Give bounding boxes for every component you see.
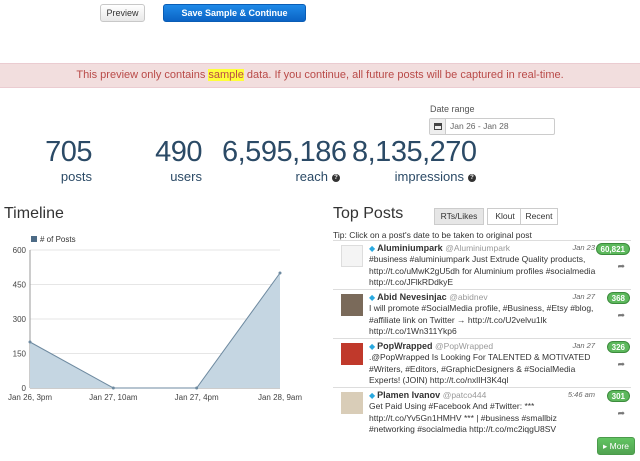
alert-suffix: data. If you continue, all future posts … — [243, 69, 564, 81]
engagement-badge: 326 — [606, 341, 630, 353]
x-tick-label: Jan 27, 4pm — [175, 393, 219, 402]
post-handle[interactable]: @PopWrapped — [435, 341, 494, 351]
help-icon[interactable]: ? — [332, 173, 340, 182]
top-toolbar: Preview Save Sample & Continue Tracking — [0, 0, 640, 34]
post-author[interactable]: Abid Nevesinjac — [377, 292, 447, 302]
y-tick-label: 600 — [13, 246, 27, 255]
stat-impressions-value: 8,135,270 — [352, 136, 477, 168]
tab-recent[interactable]: Recent — [520, 208, 558, 225]
stat-users-value: 490 — [155, 136, 202, 168]
timeline-title: Timeline — [4, 205, 64, 222]
post-author[interactable]: Plamen Ivanov — [377, 390, 441, 400]
date-range-input[interactable]: Jan 26 - Jan 28 — [429, 118, 555, 135]
tab-klout[interactable]: Klout — [487, 208, 523, 225]
post-text: #business #aluminiumpark Just Extrude Qu… — [369, 254, 596, 287]
area-fill — [30, 273, 280, 388]
stat-users: 490 users — [130, 136, 202, 184]
post-item: ◆ Plamen Ivanov @patco444 5:46 am Get Pai… — [333, 387, 631, 436]
post-author[interactable]: Aluminiumpark — [377, 243, 443, 253]
post-item: ◆ Aluminiumpark @Aluminiumpark Jan 23 #bu… — [333, 240, 631, 290]
stat-reach: 6,595,186 reach? — [222, 136, 347, 184]
help-icon[interactable]: ? — [468, 173, 476, 182]
post-date[interactable]: Jan 27 — [572, 341, 595, 350]
post-handle[interactable]: @Aluminiumpark — [445, 243, 511, 253]
stat-posts-label: posts — [60, 169, 92, 184]
timeline-chart: 0 150 300 450 600 Jan 26, 3pm Jan 27, 10am Jan … — [8, 235, 302, 402]
post-item: ◆ PopWrapped @PopWrapped Jan 27 .@PopWrap… — [333, 338, 631, 387]
avatar[interactable] — [341, 294, 363, 316]
engagement-badge: 301 — [606, 390, 630, 402]
legend-swatch — [31, 236, 37, 242]
post-handle[interactable]: @abidnev — [449, 292, 488, 302]
y-tick-label: 150 — [13, 350, 27, 359]
tab-rts-likes[interactable]: RTs/Likes — [434, 208, 484, 225]
stat-reach-value: 6,595,186 — [222, 136, 347, 168]
post-text: .@PopWrapped Is Looking For TALENTED & M… — [369, 352, 591, 385]
stat-reach-label: reach — [295, 169, 328, 184]
share-icon[interactable]: ➦ — [617, 408, 625, 418]
x-tick-label: Jan 27, 10am — [89, 393, 138, 402]
post-text: Get Paid Using #Facebook And #Twitter: *… — [369, 401, 557, 434]
stat-users-label: users — [170, 169, 202, 184]
post-handle[interactable]: @patco444 — [442, 390, 487, 400]
post-date[interactable]: 5:46 am — [567, 390, 595, 399]
x-tick-label: Jan 26, 3pm — [8, 393, 52, 402]
data-point — [111, 386, 115, 390]
x-tick-label: Jan 28, 9am — [258, 393, 302, 402]
y-tick-label: 300 — [13, 315, 27, 324]
calendar-icon[interactable] — [430, 119, 446, 134]
sample-data-alert: This preview only contains sample data. … — [0, 63, 640, 88]
avatar[interactable] — [341, 343, 363, 365]
post-text: I will promote #SocialMedia profile, #Bu… — [369, 303, 594, 336]
y-tick-label: 450 — [13, 281, 27, 290]
post-date[interactable]: Jan 27 — [572, 292, 595, 301]
post-item: ◆ Abid Nevesinjac @abidnev Jan 27 I will … — [333, 289, 631, 338]
date-range-value: Jan 26 - Jan 28 — [450, 121, 509, 131]
twitter-icon: ◆ — [369, 293, 376, 302]
twitter-icon: ◆ — [369, 342, 376, 351]
avatar[interactable] — [341, 245, 363, 267]
stat-impressions: 8,135,270 impressions? — [352, 136, 477, 184]
share-icon[interactable]: ➦ — [617, 310, 625, 320]
data-point — [28, 340, 32, 344]
engagement-badge: 60,821 — [595, 243, 630, 255]
preview-button[interactable]: Preview — [100, 4, 145, 22]
post-author[interactable]: PopWrapped — [377, 341, 433, 351]
twitter-icon: ◆ — [369, 391, 376, 400]
save-continue-button[interactable]: Save Sample & Continue Tracking — [163, 4, 306, 34]
top-posts-title: Top Posts — [333, 205, 404, 222]
stat-posts-value: 705 — [45, 136, 92, 168]
more-label: More — [609, 441, 629, 451]
more-button[interactable]: ▸ More — [597, 437, 635, 455]
top-posts-tip: Tip: Click on a post's date to be taken … — [333, 230, 532, 240]
twitter-icon: ◆ — [369, 244, 376, 253]
alert-highlight: sample — [208, 69, 244, 81]
share-icon[interactable]: ➦ — [617, 261, 625, 271]
post-date[interactable]: Jan 23 — [572, 243, 595, 252]
legend-label: # of Posts — [40, 235, 76, 244]
stat-posts: 705 posts — [20, 136, 92, 184]
share-icon[interactable]: ➦ — [617, 359, 625, 369]
alert-prefix: This preview only contains — [76, 69, 209, 81]
date-range-label: Date range — [430, 104, 475, 114]
data-point — [195, 386, 199, 390]
series-line — [29, 272, 281, 389]
y-tick-label: 0 — [22, 384, 27, 393]
stat-impressions-label: impressions — [394, 169, 464, 184]
data-point — [278, 271, 282, 275]
engagement-badge: 368 — [606, 292, 630, 304]
avatar[interactable] — [341, 392, 363, 414]
